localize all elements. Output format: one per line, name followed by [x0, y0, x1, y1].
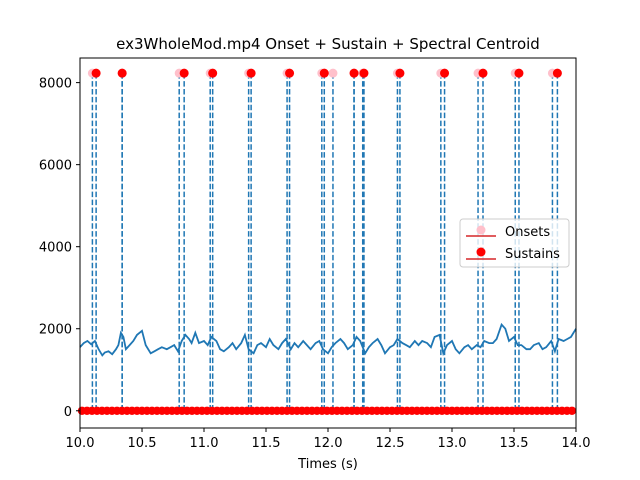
- sustain-marker: [117, 68, 127, 78]
- y-axis: 0 2000 4000 6000 8000: [39, 77, 80, 420]
- sustain-marker: [478, 68, 488, 78]
- baseline-marker-group: [77, 406, 577, 415]
- legend-onsets-marker: [476, 225, 486, 235]
- sustain-marker: [395, 68, 405, 78]
- legend-onsets-label: Onsets: [505, 225, 550, 240]
- x-axis: 10.0 10.5 11.0 11.5 12.0 12.5 13.0 13.5 14.0: [66, 428, 591, 451]
- onset-marker: [328, 68, 338, 78]
- y-tick-label: 8000: [39, 77, 72, 92]
- sustain-marker: [179, 68, 189, 78]
- sustain-marker: [246, 68, 256, 78]
- x-tick-label: 10.0: [66, 436, 95, 451]
- marker-group: [87, 68, 562, 78]
- baseline-point: [567, 406, 577, 415]
- y-tick-label: 6000: [39, 159, 72, 174]
- sustain-marker: [440, 68, 450, 78]
- y-tick-label: 2000: [39, 323, 72, 338]
- x-tick-label: 11.0: [190, 436, 219, 451]
- sustain-marker: [359, 68, 369, 78]
- legend-sustains-label: Sustains: [505, 247, 560, 262]
- spectral-centroid-line: [79, 322, 577, 357]
- x-tick-label: 13.0: [438, 436, 467, 451]
- chart-title: ex3WholeMod.mp4 Onset + Sustain + Spectr…: [116, 35, 540, 53]
- y-tick-label: 0: [64, 405, 72, 420]
- x-tick-label: 10.5: [128, 436, 157, 451]
- sustain-marker: [285, 68, 295, 78]
- x-axis-label: Times (s): [297, 457, 358, 472]
- sustain-marker: [208, 68, 218, 78]
- x-tick-label: 12.0: [314, 436, 343, 451]
- legend: Onsets Sustains: [459, 218, 570, 268]
- x-tick-label: 14.0: [562, 436, 591, 451]
- sustain-marker: [552, 68, 562, 78]
- sustain-marker: [349, 68, 359, 78]
- y-tick-label: 4000: [39, 241, 72, 256]
- legend-sustains-marker: [476, 247, 486, 257]
- sustain-marker: [91, 68, 101, 78]
- sustain-marker: [514, 68, 524, 78]
- legend-box: [459, 218, 570, 268]
- x-tick-label: 11.5: [252, 436, 281, 451]
- x-tick-label: 12.5: [376, 436, 405, 451]
- sustain-marker: [319, 68, 329, 78]
- x-tick-label: 13.5: [500, 436, 529, 451]
